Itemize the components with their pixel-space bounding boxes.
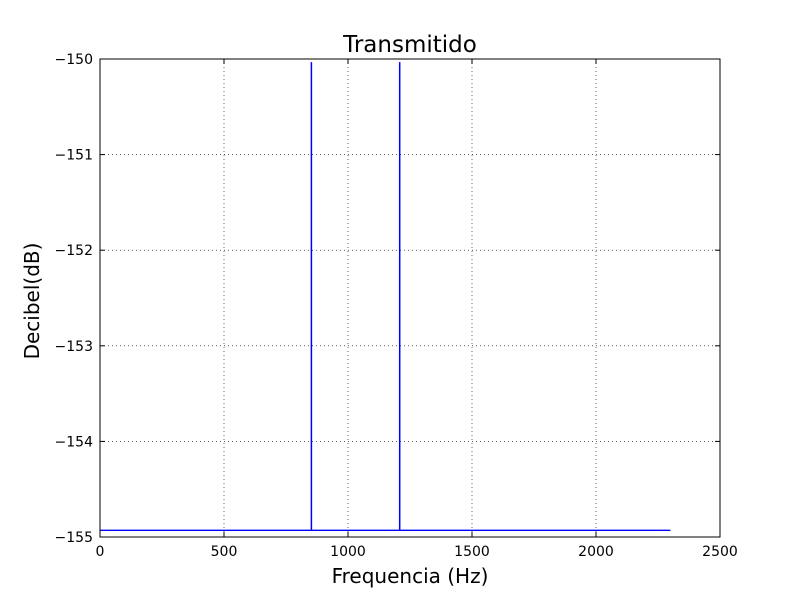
y-tick-label: −153 bbox=[55, 339, 93, 355]
series-line bbox=[100, 62, 671, 531]
x-tick-label: 0 bbox=[96, 544, 105, 560]
x-tick-label: 1000 bbox=[330, 544, 366, 560]
series-layer bbox=[100, 62, 671, 531]
plot-area bbox=[100, 59, 720, 537]
x-tick-label: 2000 bbox=[578, 544, 614, 560]
chart-title: Transmitido bbox=[342, 32, 477, 58]
y-tick-label: −150 bbox=[55, 52, 93, 68]
tick-labels: 0 500 1000 1500 2000 2500 −150 −151 −152 −153 −154… bbox=[55, 52, 738, 560]
grid-lines bbox=[100, 59, 720, 537]
ticks bbox=[99, 58, 721, 538]
x-axis-title: Frequencia (Hz) bbox=[332, 564, 489, 588]
x-tick-label: 1500 bbox=[454, 544, 490, 560]
y-tick-label: −154 bbox=[55, 434, 94, 450]
x-tick-label: 2500 bbox=[702, 544, 738, 560]
y-tick-label: −155 bbox=[55, 530, 93, 546]
x-tick-label: 500 bbox=[211, 544, 238, 560]
plot-frame bbox=[99, 58, 721, 538]
y-tick-label: −152 bbox=[55, 243, 93, 259]
y-tick-label: −151 bbox=[55, 148, 93, 164]
y-axis-title: Decibel(dB) bbox=[20, 243, 44, 360]
